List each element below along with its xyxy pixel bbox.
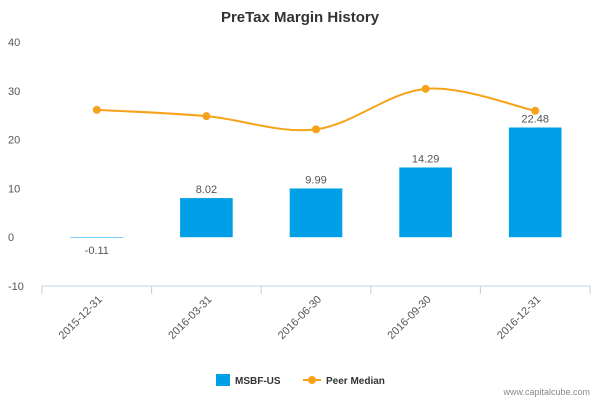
y-tick-label: 40 xyxy=(8,37,20,49)
peer-median-point xyxy=(312,125,320,134)
bar xyxy=(508,127,562,238)
bar-value-label: 22.48 xyxy=(521,113,549,125)
bar-value-label: 14.29 xyxy=(412,153,440,165)
x-tick-label: 2015-12-31 xyxy=(57,294,105,342)
x-tick-label: 2016-06-30 xyxy=(276,294,324,342)
legend-swatch-msbf-us xyxy=(216,374,230,386)
y-axis: -10 0 10 20 30 40 xyxy=(8,37,24,293)
legend-marker-peer-median xyxy=(308,376,316,384)
bar xyxy=(289,188,343,238)
bar-series-msbf-us xyxy=(70,127,562,238)
peer-median-point xyxy=(531,106,540,115)
x-tick-label: 2016-09-30 xyxy=(385,294,433,342)
y-tick-label: 10 xyxy=(8,183,20,195)
peer-median-point xyxy=(202,112,211,121)
y-tick-label: 30 xyxy=(8,86,20,98)
peer-median-point xyxy=(421,84,430,93)
peer-median-point xyxy=(92,105,101,114)
bar xyxy=(399,167,452,238)
legend-label-msbf-us[interactable]: MSBF-US xyxy=(235,376,281,387)
y-tick-label: -10 xyxy=(8,281,24,293)
bar-data-labels: -0.11 8.02 9.99 14.29 22.48 xyxy=(85,113,549,257)
source-credit: www.capitalcube.com xyxy=(502,387,590,397)
legend-label-peer-median[interactable]: Peer Median xyxy=(326,376,385,387)
chart-title: PreTax Margin History xyxy=(221,9,380,26)
bar-value-label: -0.11 xyxy=(85,245,109,257)
x-tick-label: 2016-03-31 xyxy=(166,294,214,342)
y-tick-label: 0 xyxy=(8,232,14,244)
x-axis: 2015-12-31 2016-03-31 2016-06-30 2016-09-30… xyxy=(41,285,591,342)
x-tick-label: 2016-12-31 xyxy=(495,294,543,342)
peer-median-line xyxy=(96,87,536,132)
legend: MSBF-US Peer Median xyxy=(216,374,385,387)
bar xyxy=(180,198,233,238)
line-series-peer-median xyxy=(92,84,540,134)
y-tick-label: 20 xyxy=(8,135,20,147)
bar-value-label: 8.02 xyxy=(196,184,217,196)
bar xyxy=(70,237,124,238)
bar-value-label: 9.99 xyxy=(305,174,326,186)
